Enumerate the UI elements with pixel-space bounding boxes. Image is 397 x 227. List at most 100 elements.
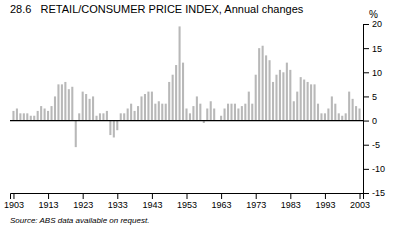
- bar: [244, 104, 246, 121]
- bar: [237, 109, 239, 121]
- bar: [151, 92, 153, 121]
- tick: 1983: [281, 193, 301, 210]
- bar: [334, 104, 336, 121]
- bar: [137, 106, 139, 120]
- tick: 1913: [39, 193, 59, 210]
- bar: [179, 26, 181, 120]
- bar: [23, 113, 25, 120]
- tick-label: 1913: [39, 200, 59, 210]
- tick: 1943: [142, 193, 162, 210]
- tick-label: 1923: [73, 200, 93, 210]
- bar: [165, 104, 167, 121]
- bar: [71, 87, 73, 121]
- bar: [144, 94, 146, 121]
- tick-mark: [363, 96, 369, 97]
- bar: [50, 106, 52, 120]
- bar: [16, 109, 18, 121]
- tick-label: 1973: [246, 200, 266, 210]
- tick: 10: [363, 68, 382, 78]
- tick: 1933: [108, 193, 128, 210]
- tick-mark: [325, 193, 326, 199]
- bar: [262, 46, 264, 121]
- tick-mark: [221, 193, 222, 199]
- bar: [275, 75, 277, 121]
- tick-mark: [360, 193, 361, 199]
- bar: [123, 113, 125, 120]
- y-axis: -15-10-505101520: [363, 19, 385, 198]
- tick-mark: [187, 193, 188, 199]
- bar: [47, 111, 49, 121]
- tick-mark: [363, 48, 369, 49]
- tick-mark: [83, 193, 84, 199]
- bar: [120, 113, 122, 120]
- bar: [192, 106, 194, 120]
- tick-label: 1963: [212, 200, 232, 210]
- bar: [258, 48, 260, 120]
- bar: [327, 109, 329, 121]
- bar: [99, 113, 101, 120]
- bar: [220, 116, 222, 121]
- bar: [251, 104, 253, 121]
- bars: [12, 26, 360, 147]
- bar: [85, 94, 87, 121]
- title: 28.6 RETAIL/CONSUMER PRICE INDEX, Annual…: [10, 3, 304, 15]
- tick: 20: [363, 19, 382, 29]
- bar: [82, 92, 84, 121]
- bar: [130, 104, 132, 121]
- tick: 5: [363, 92, 377, 102]
- bar: [230, 104, 232, 121]
- bar: [210, 101, 212, 120]
- tick: -15: [363, 188, 385, 198]
- bar: [317, 104, 319, 121]
- tick-label: 1953: [177, 200, 197, 210]
- bar: [54, 96, 56, 120]
- bar: [44, 109, 46, 121]
- tick-label: -10: [372, 164, 385, 174]
- tick-label: 0: [372, 116, 377, 126]
- tick-label: 20: [372, 19, 382, 29]
- bar: [185, 109, 187, 121]
- bar: [147, 92, 149, 121]
- bar: [310, 84, 312, 120]
- tick: 0: [363, 116, 377, 126]
- bar: [320, 113, 322, 120]
- bar: [345, 113, 347, 120]
- tick: -10: [363, 164, 385, 174]
- bar: [341, 116, 343, 121]
- tick-label: -15: [372, 188, 385, 198]
- bar: [300, 77, 302, 120]
- tick-label: 1993: [315, 200, 335, 210]
- bar: [255, 75, 257, 121]
- bar: [134, 111, 136, 121]
- tick: -5: [363, 140, 380, 150]
- axis-title: %: [369, 9, 378, 20]
- tick-label: 1933: [108, 200, 128, 210]
- tick-mark: [256, 193, 257, 199]
- bar: [359, 109, 361, 121]
- chart: 1903 1913 1923 1933 1943 1953 1963 1973 1983 1993…: [0, 0, 397, 227]
- plot: 1903 1913 1923 1933 1943 1953 1963 1973 1983 1993…: [4, 9, 385, 210]
- bar: [348, 92, 350, 121]
- tick: 1903: [4, 193, 24, 210]
- bar: [272, 82, 274, 121]
- bar: [241, 106, 243, 120]
- bar: [92, 96, 94, 120]
- tick-label: 5: [372, 92, 377, 102]
- bar: [57, 84, 59, 120]
- bar: [189, 113, 191, 120]
- tick-label: 2003: [350, 200, 370, 210]
- bar: [89, 99, 91, 121]
- bar: [355, 106, 357, 120]
- bar: [182, 63, 184, 121]
- bar: [338, 113, 340, 120]
- bar: [227, 104, 229, 121]
- bar: [102, 113, 104, 120]
- bar: [61, 84, 63, 120]
- bar: [113, 121, 115, 138]
- bar: [75, 121, 77, 148]
- tick: 1953: [177, 193, 197, 210]
- tick: 1973: [246, 193, 266, 210]
- bar: [265, 55, 267, 120]
- bar: [12, 111, 14, 121]
- bar: [175, 65, 177, 121]
